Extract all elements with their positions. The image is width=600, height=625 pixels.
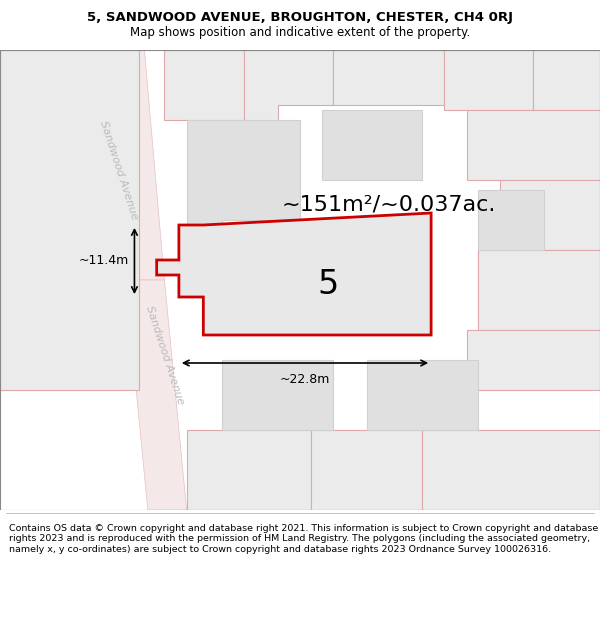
Polygon shape (0, 50, 139, 390)
Polygon shape (0, 225, 72, 280)
Polygon shape (422, 430, 600, 510)
Polygon shape (0, 280, 122, 325)
Polygon shape (445, 50, 533, 110)
Polygon shape (467, 330, 600, 390)
Polygon shape (0, 170, 67, 225)
Polygon shape (244, 50, 334, 130)
Polygon shape (467, 110, 600, 180)
Polygon shape (187, 430, 311, 510)
Polygon shape (0, 110, 67, 170)
Polygon shape (0, 170, 69, 230)
Polygon shape (157, 213, 431, 335)
Text: 5, SANDWOOD AVENUE, BROUGHTON, CHESTER, CH4 0RJ: 5, SANDWOOD AVENUE, BROUGHTON, CHESTER, … (87, 11, 513, 24)
Polygon shape (125, 280, 187, 510)
Polygon shape (0, 115, 69, 170)
Polygon shape (478, 190, 544, 250)
Text: ~11.4m: ~11.4m (79, 254, 129, 268)
Polygon shape (311, 430, 422, 510)
Text: Sandwood Avenue: Sandwood Avenue (98, 119, 140, 221)
Polygon shape (0, 50, 94, 110)
Polygon shape (0, 230, 116, 330)
Polygon shape (334, 50, 445, 105)
Text: 5: 5 (318, 269, 339, 301)
Polygon shape (367, 360, 478, 430)
Text: ~151m²/~0.037ac.: ~151m²/~0.037ac. (282, 195, 496, 215)
Polygon shape (164, 50, 244, 120)
Polygon shape (533, 50, 600, 110)
Polygon shape (478, 250, 600, 330)
Polygon shape (322, 110, 422, 180)
Text: Map shows position and indicative extent of the property.: Map shows position and indicative extent… (130, 26, 470, 39)
Polygon shape (0, 50, 98, 115)
Polygon shape (0, 50, 122, 325)
Polygon shape (500, 180, 600, 250)
Polygon shape (222, 360, 334, 430)
Text: ~22.8m: ~22.8m (280, 373, 330, 386)
Polygon shape (106, 50, 164, 280)
Polygon shape (187, 120, 300, 245)
Text: Sandwood Avenue: Sandwood Avenue (144, 304, 185, 406)
Polygon shape (0, 330, 116, 390)
Text: Contains OS data © Crown copyright and database right 2021. This information is : Contains OS data © Crown copyright and d… (9, 524, 598, 554)
